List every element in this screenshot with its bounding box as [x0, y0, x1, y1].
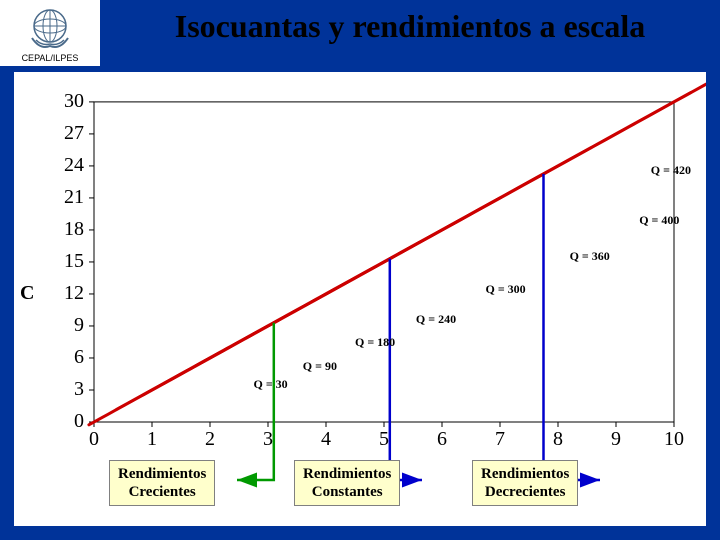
y-tick-label: 15 [44, 250, 84, 273]
x-tick-label: 1 [137, 428, 167, 451]
x-tick-label: 8 [543, 428, 573, 451]
y-tick-label: 6 [44, 346, 84, 369]
isoquant-label: Q = 240 [416, 312, 456, 327]
header-bar: CEPAL/ILPES Isocuantas y rendimientos a … [0, 0, 720, 66]
y-tick-label: 30 [44, 90, 84, 113]
returns-label-line: Crecientes [118, 483, 206, 501]
returns-label-box: RendimientosDecrecientes [472, 460, 578, 506]
y-tick-label: 9 [44, 314, 84, 337]
x-tick-label: 4 [311, 428, 341, 451]
x-tick-label: 0 [79, 428, 109, 451]
isoquant-label: Q = 300 [486, 282, 526, 297]
isoquant-label: Q = 360 [570, 249, 610, 264]
x-tick-label: 10 [659, 428, 689, 451]
isoquant-label: Q = 30 [254, 377, 288, 392]
x-tick-label: 3 [253, 428, 283, 451]
returns-label-line: Constantes [303, 483, 391, 501]
returns-label-line: Decrecientes [481, 483, 569, 501]
slide-root: CEPAL/ILPES Isocuantas y rendimientos a … [0, 0, 720, 540]
y-axis-side-label: C [20, 282, 34, 305]
returns-label-box: RendimientosConstantes [294, 460, 400, 506]
y-tick-label: 12 [44, 282, 84, 305]
org-label: CEPAL/ILPES [22, 53, 79, 63]
returns-label-line: Rendimientos [303, 465, 391, 483]
returns-label-line: Rendimientos [481, 465, 569, 483]
y-tick-label: 24 [44, 154, 84, 177]
y-tick-label: 18 [44, 218, 84, 241]
y-tick-label: 3 [44, 378, 84, 401]
y-tick-label: 21 [44, 186, 84, 209]
x-tick-label: 9 [601, 428, 631, 451]
y-tick-label: 0 [44, 410, 84, 433]
x-tick-label: 2 [195, 428, 225, 451]
isoquant-label: Q = 420 [651, 163, 691, 178]
isoquant-label: Q = 400 [639, 213, 679, 228]
x-tick-label: 7 [485, 428, 515, 451]
slide-title: Isocuantas y rendimientos a escala [110, 8, 710, 45]
un-logo-icon [22, 4, 78, 52]
org-logo: CEPAL/ILPES [0, 0, 100, 66]
chart-svg [14, 72, 706, 526]
y-tick-label: 27 [44, 122, 84, 145]
isoquant-label: Q = 180 [355, 335, 395, 350]
chart-area: 036912151821242730012345678910CQ = 30Q =… [14, 72, 706, 526]
returns-label-line: Rendimientos [118, 465, 206, 483]
isoquant-label: Q = 90 [303, 359, 337, 374]
x-tick-label: 5 [369, 428, 399, 451]
returns-label-box: RendimientosCrecientes [109, 460, 215, 506]
x-tick-label: 6 [427, 428, 457, 451]
